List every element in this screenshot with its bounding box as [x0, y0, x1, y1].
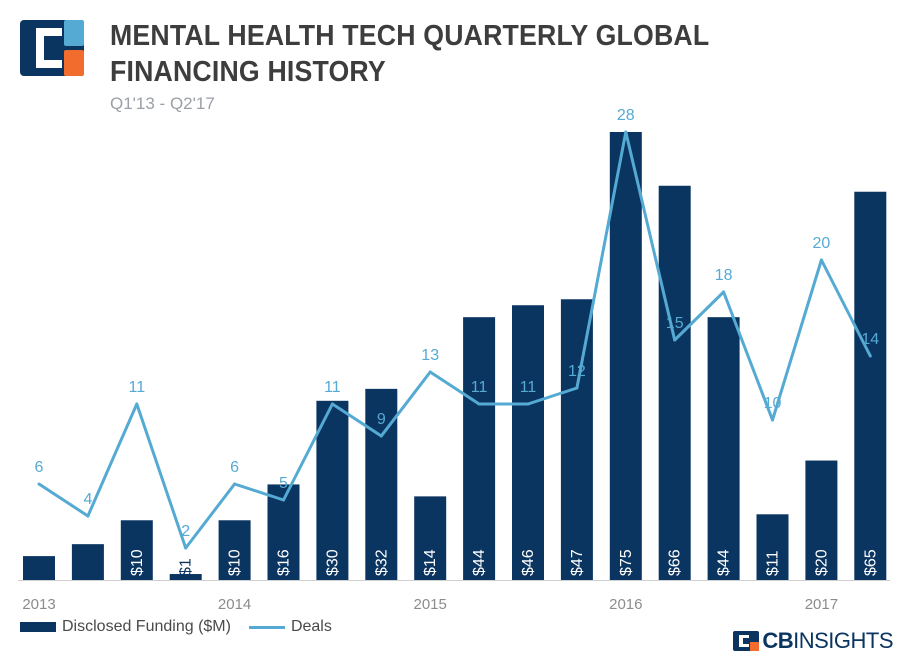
- brand-cb: CB: [762, 628, 794, 653]
- bar-label-11: $47: [569, 549, 586, 576]
- deals-point-10: [526, 402, 530, 406]
- bar-label-2: $10: [129, 549, 146, 576]
- deals-label-15: 10: [764, 395, 782, 412]
- bar-6: [316, 400, 349, 580]
- deals-point-9: [477, 402, 481, 406]
- bar-label-9: $44: [471, 549, 488, 576]
- bar-8: [414, 496, 447, 580]
- page-title: MENTAL HEALTH TECH QUARTERLY GLOBAL FINA…: [110, 20, 709, 88]
- bar-label-3: $1: [178, 558, 195, 576]
- cb-insights-logo: [20, 20, 84, 76]
- bar-label-6: $30: [324, 549, 341, 576]
- bar-label-8: $14: [422, 549, 439, 576]
- legend-bar-swatch: [20, 622, 56, 632]
- bar-label-15: $11: [765, 550, 782, 576]
- bar-label-12: $75: [618, 549, 635, 576]
- bar-label-14: $44: [716, 549, 733, 576]
- deals-point-14: [722, 290, 726, 294]
- deals-point-2: [135, 402, 139, 406]
- deals-label-12: 28: [617, 107, 635, 124]
- legend-line-swatch: [248, 625, 285, 629]
- deals-label-16: 20: [813, 235, 831, 252]
- bar-17: [854, 191, 887, 580]
- legend-line-label: Deals: [290, 618, 332, 635]
- deals-point-17: [868, 354, 872, 358]
- deals-label-8: 13: [421, 347, 439, 364]
- deals-label-7: 9: [377, 411, 386, 428]
- bar-1: [71, 544, 104, 580]
- x-year-label-2: 2015: [414, 596, 447, 613]
- deals-label-3: 2: [181, 523, 190, 540]
- deals-label-6: 11: [324, 379, 341, 396]
- bar-0: [23, 556, 55, 580]
- logo-blue-square: [64, 20, 84, 46]
- deals-label-10: 11: [520, 379, 537, 396]
- bar-label-7: $32: [373, 549, 390, 576]
- bar-16: [805, 460, 838, 580]
- deals-point-5: [282, 498, 285, 502]
- x-year-label-1: 2014: [218, 596, 251, 613]
- deals-line: [38, 130, 872, 550]
- bar-15: [756, 514, 789, 580]
- x-year-label-4: 2017: [805, 596, 838, 613]
- logo-orange-square: [64, 50, 84, 76]
- bar-label-5: $16: [276, 549, 293, 576]
- deals-label-17: 14: [861, 331, 879, 348]
- bar-label-0: $4: [31, 558, 48, 576]
- deals-label-4: 6: [230, 459, 239, 476]
- deals-point-8: [428, 370, 432, 374]
- deals-point-12: [624, 130, 628, 134]
- deals-point-3: [184, 546, 188, 550]
- bar-label-16: $20: [813, 549, 830, 576]
- bar-4: [218, 520, 251, 580]
- deals-point-7: [379, 434, 383, 438]
- bar-label-4: $10: [227, 549, 244, 576]
- bar-14: [707, 317, 740, 580]
- brand-insights: INSIGHTS: [793, 628, 893, 653]
- deals-point-1: [86, 514, 90, 518]
- bar-13: [658, 185, 691, 580]
- deals-label-1: 4: [83, 491, 92, 508]
- deals-point-4: [233, 482, 237, 486]
- bar-2: [120, 520, 153, 580]
- bar-9: [463, 317, 496, 580]
- bar-10: [512, 305, 544, 580]
- deals-label-2: 11: [128, 379, 145, 396]
- bar-3: [169, 574, 202, 580]
- bar-label-1: $6: [80, 558, 97, 576]
- deals-point-6: [330, 402, 334, 406]
- deals-point-11: [575, 386, 579, 390]
- deals-label-14: 18: [715, 267, 733, 284]
- bar-label-10: $46: [520, 549, 537, 576]
- page-subtitle: Q1'13 - Q2'17: [110, 94, 215, 113]
- x-year-label-3: 2016: [609, 596, 642, 613]
- deals-point-15: [771, 418, 774, 422]
- deals-label-11: 12: [568, 363, 586, 380]
- deals-label-0: 6: [35, 459, 44, 476]
- deals-label-5: 5: [279, 475, 288, 492]
- bar-label-13: $66: [667, 549, 684, 576]
- deals-point-0: [37, 482, 41, 486]
- deals-point-16: [819, 258, 823, 262]
- deals-label-13: 15: [666, 315, 684, 332]
- brand-wordmark: CB INSIGHTS: [733, 628, 893, 654]
- deals-point-13: [673, 338, 677, 342]
- bar-label-17: $65: [862, 549, 879, 576]
- brand-icon: [733, 631, 760, 651]
- legend-bar-label: Disclosed Funding ($M): [62, 618, 231, 635]
- bar-11: [560, 299, 593, 580]
- deals-label-9: 11: [471, 379, 488, 396]
- x-year-label-0: 2013: [22, 596, 55, 613]
- bar-12: [609, 132, 642, 580]
- chart-legend: Disclosed Funding ($M) Deals: [20, 618, 332, 636]
